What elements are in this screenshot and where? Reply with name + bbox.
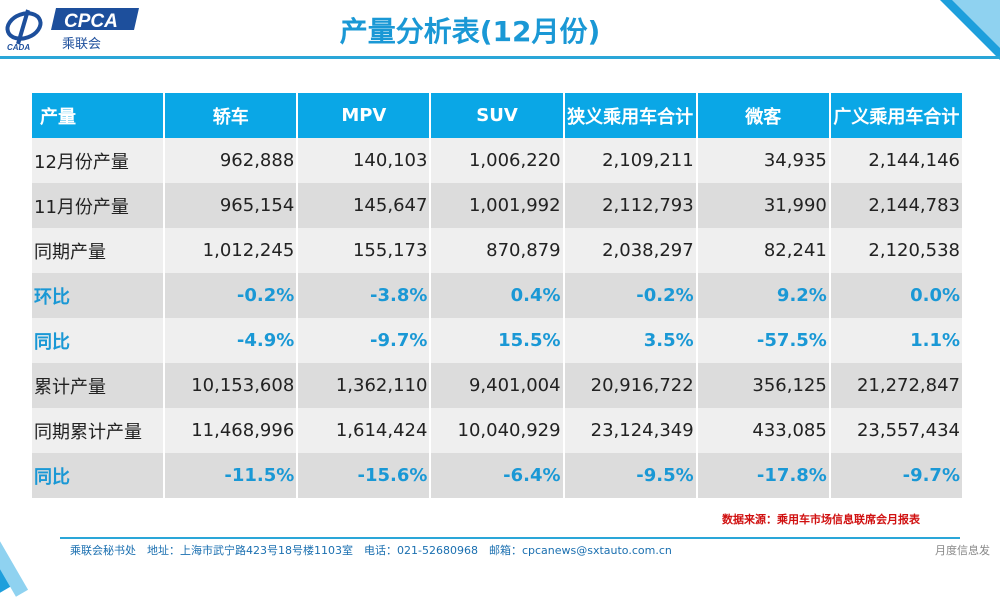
table-cell: 1,012,245: [165, 228, 297, 273]
table-row: 11月份产量 965,154 145,647 1,001,992 2,112,793 31…: [32, 183, 962, 228]
row-label: 同比: [32, 453, 164, 498]
table-cell: 1,006,220: [431, 138, 563, 183]
corner-decor: [952, 0, 1000, 48]
table-cell: -0.2%: [165, 273, 297, 318]
svg-text:CADA: CADA: [7, 43, 30, 52]
divider: [0, 56, 1000, 59]
table-cell: 1,001,992: [431, 183, 563, 228]
table-cell: 145,647: [298, 183, 430, 228]
table-cell: 11,468,996: [165, 408, 297, 453]
table-cell: 3.5%: [564, 318, 696, 363]
row-label: 12月份产量: [32, 138, 164, 183]
table-cell: 2,109,211: [564, 138, 696, 183]
table-cell: 10,040,929: [431, 408, 563, 453]
row-label: 累计产量: [32, 363, 164, 408]
table-cell: -0.2%: [564, 273, 696, 318]
table-cell: 140,103: [298, 138, 430, 183]
table-cell: 21,272,847: [830, 363, 962, 408]
column-header: SUV: [431, 93, 563, 138]
column-header: 广义乘用车合计: [830, 93, 962, 138]
data-source: 数据来源：乘用车市场信息联席会月报表: [722, 513, 920, 526]
table-row: 同比 -11.5% -15.6% -6.4% -9.5% -17.8% -9.7%: [32, 453, 962, 498]
table-row: 环比 -0.2% -3.8% 0.4% -0.2% 9.2% 0.0%: [32, 273, 962, 318]
table-cell: -17.8%: [697, 453, 829, 498]
table-header-row: 产量 轿车 MPV SUV 狭义乘用车合计 微客 广义乘用车合计: [32, 93, 962, 138]
row-label: 11月份产量: [32, 183, 164, 228]
row-label: 同期产量: [32, 228, 164, 273]
table-row: 同期产量 1,012,245 155,173 870,879 2,038,297 82,2…: [32, 228, 962, 273]
table-cell: 1,362,110: [298, 363, 430, 408]
table-cell: 1.1%: [830, 318, 962, 363]
table-cell: 23,124,349: [564, 408, 696, 453]
table-cell: 2,038,297: [564, 228, 696, 273]
table-cell: -3.8%: [298, 273, 430, 318]
column-header: MPV: [298, 93, 430, 138]
table-cell: 15.5%: [431, 318, 563, 363]
table-cell: 356,125: [697, 363, 829, 408]
table-cell: 965,154: [165, 183, 297, 228]
footer-address: 乘联会秘书处 地址：上海市武宁路423号18号楼1103室 电话：021-526…: [70, 544, 672, 557]
table-cell: 82,241: [697, 228, 829, 273]
table-cell: 10,153,608: [165, 363, 297, 408]
column-header: 微客: [697, 93, 829, 138]
table-cell: -4.9%: [165, 318, 297, 363]
production-table: 产量 轿车 MPV SUV 狭义乘用车合计 微客 广义乘用车合计 12月份产量 962,888…: [30, 93, 964, 498]
row-label: 同期累计产量: [32, 408, 164, 453]
table-cell: 962,888: [165, 138, 297, 183]
table-cell: 155,173: [298, 228, 430, 273]
table-cell: 9.2%: [697, 273, 829, 318]
table-cell: -57.5%: [697, 318, 829, 363]
table-cell: -9.7%: [830, 453, 962, 498]
table-cell: -15.6%: [298, 453, 430, 498]
table-cell: -6.4%: [431, 453, 563, 498]
column-header: 轿车: [165, 93, 297, 138]
table-cell: 2,144,783: [830, 183, 962, 228]
table-cell: 9,401,004: [431, 363, 563, 408]
table-cell: -9.5%: [564, 453, 696, 498]
table-row: 累计产量 10,153,608 1,362,110 9,401,004 20,916,7…: [32, 363, 962, 408]
row-label: 环比: [32, 273, 164, 318]
table-row: 同期累计产量 11,468,996 1,614,424 10,040,929 23,12…: [32, 408, 962, 453]
table-row: 同比 -4.9% -9.7% 15.5% 3.5% -57.5% 1.1%: [32, 318, 962, 363]
table-cell: 0.4%: [431, 273, 563, 318]
row-label: 同比: [32, 318, 164, 363]
table-cell: 34,935: [697, 138, 829, 183]
footer-right: 月度信息发: [935, 544, 990, 557]
table-cell: 2,144,146: [830, 138, 962, 183]
svg-text:乘联会: 乘联会: [62, 37, 101, 52]
table-cell: -11.5%: [165, 453, 297, 498]
table-cell: 31,990: [697, 183, 829, 228]
table-cell: 2,120,538: [830, 228, 962, 273]
table-row: 12月份产量 962,888 140,103 1,006,220 2,109,211 34…: [32, 138, 962, 183]
table-cell: 433,085: [697, 408, 829, 453]
table-cell: 2,112,793: [564, 183, 696, 228]
table-cell: 23,557,434: [830, 408, 962, 453]
divider: [60, 537, 960, 539]
table-cell: 870,879: [431, 228, 563, 273]
table-cell: 0.0%: [830, 273, 962, 318]
column-header: 产量: [32, 93, 164, 138]
table-cell: 20,916,722: [564, 363, 696, 408]
svg-text:CPCA: CPCA: [64, 11, 118, 32]
page-title: 产量分析表(12月份): [339, 15, 601, 48]
column-header: 狭义乘用车合计: [564, 93, 696, 138]
table-cell: 1,614,424: [298, 408, 430, 453]
table-cell: -9.7%: [298, 318, 430, 363]
cpca-logo: CADA CPCA 乘联会: [4, 4, 139, 52]
